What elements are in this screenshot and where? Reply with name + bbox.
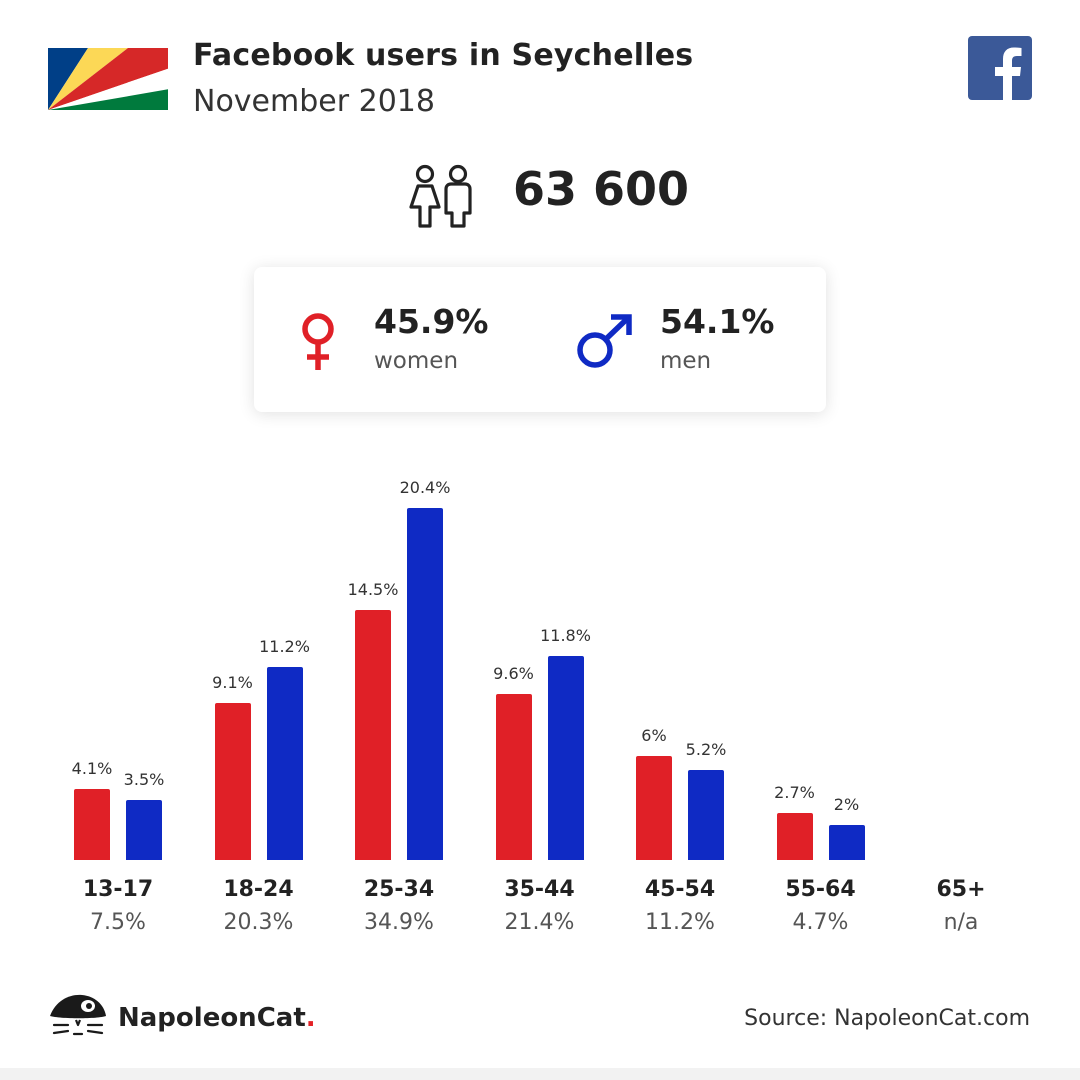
- bar-men-25-34: [407, 508, 443, 860]
- facebook-logo-icon[interactable]: [968, 36, 1032, 100]
- value-label-women-18-24: 9.1%: [212, 672, 253, 692]
- value-label-women-35-44: 9.6%: [493, 664, 534, 684]
- category-label-45-54: 45-54: [644, 877, 716, 902]
- men-label: men: [660, 348, 712, 374]
- value-label-men-45-54: 5.2%: [685, 740, 727, 760]
- page-title: Facebook users in Seychelles: [193, 38, 694, 73]
- female-symbol-icon: [302, 313, 334, 370]
- value-label-men-55-64: 2%: [833, 795, 860, 815]
- source-link[interactable]: Source: NapoleonCat.com: [744, 1006, 1030, 1031]
- gender-card: [254, 267, 826, 412]
- seychelles-flag-icon: [48, 48, 168, 110]
- brand-name: NapoleonCat: [118, 1003, 306, 1033]
- category-label-55-64: 55-64: [785, 877, 856, 902]
- napoleoncat-brand[interactable]: NapoleonCat.: [118, 1003, 316, 1033]
- bar-men-35-44: [547, 656, 584, 860]
- category-share-65+: n/a: [943, 910, 979, 935]
- footer-strip: [0, 1068, 1080, 1080]
- bar-women-25-34: [355, 609, 391, 860]
- value-label-women-45-54: 6%: [641, 726, 667, 746]
- bar-women-13-17: [74, 789, 110, 860]
- value-label-men-25-34: 20.4%: [399, 478, 451, 497]
- bar-men-18-24: [266, 666, 303, 860]
- category-share-35-44: 21.4%: [504, 910, 575, 935]
- age-gender-bar-chart: 4.1% 3.5% 13-17 7.5% 9.1% 11.2% 18-24 20.3% 14.5…: [71, 478, 986, 935]
- category-share-13-17: 7.5%: [90, 910, 146, 935]
- value-label-men-13-17: 3.5%: [123, 769, 165, 789]
- women-percent: 45.9%: [374, 302, 489, 341]
- total-users-value: 63 600: [513, 162, 690, 216]
- users-icon: [409, 164, 472, 228]
- value-label-women-13-17: 4.1%: [71, 759, 113, 779]
- category-label-25-34: 25-34: [363, 877, 435, 902]
- category-label-18-24: 18-24: [223, 877, 294, 902]
- category-label-35-44: 35-44: [504, 877, 575, 902]
- category-share-25-34: 34.9%: [364, 910, 434, 935]
- value-label-men-18-24: 11.2%: [259, 636, 310, 656]
- men-percent: 54.1%: [660, 302, 775, 341]
- brand-dot: .: [305, 1003, 316, 1033]
- bar-women-18-24: [214, 702, 251, 860]
- value-label-women-25-34: 14.5%: [347, 579, 399, 599]
- bar-men-45-54: [688, 770, 724, 860]
- bar-women-45-54: [636, 756, 672, 860]
- women-label: women: [374, 348, 459, 374]
- category-label-13-17: 13-17: [82, 877, 154, 902]
- napoleoncat-logo-icon: [50, 994, 106, 1036]
- male-symbol-icon: [577, 314, 632, 368]
- bar-men-13-17: [126, 799, 162, 860]
- bar-men-55-64: [828, 825, 865, 860]
- bar-women-55-64: [776, 813, 813, 860]
- bar-women-35-44: [495, 694, 532, 860]
- value-label-men-35-44: 11.8%: [540, 626, 591, 646]
- page-subtitle: November 2018: [193, 84, 435, 119]
- category-share-55-64: 4.7%: [792, 910, 849, 935]
- value-label-women-55-64: 2.7%: [774, 783, 815, 803]
- category-share-45-54: 11.2%: [645, 910, 715, 935]
- category-share-18-24: 20.3%: [223, 910, 294, 935]
- category-label-65+: 65+: [936, 877, 986, 902]
